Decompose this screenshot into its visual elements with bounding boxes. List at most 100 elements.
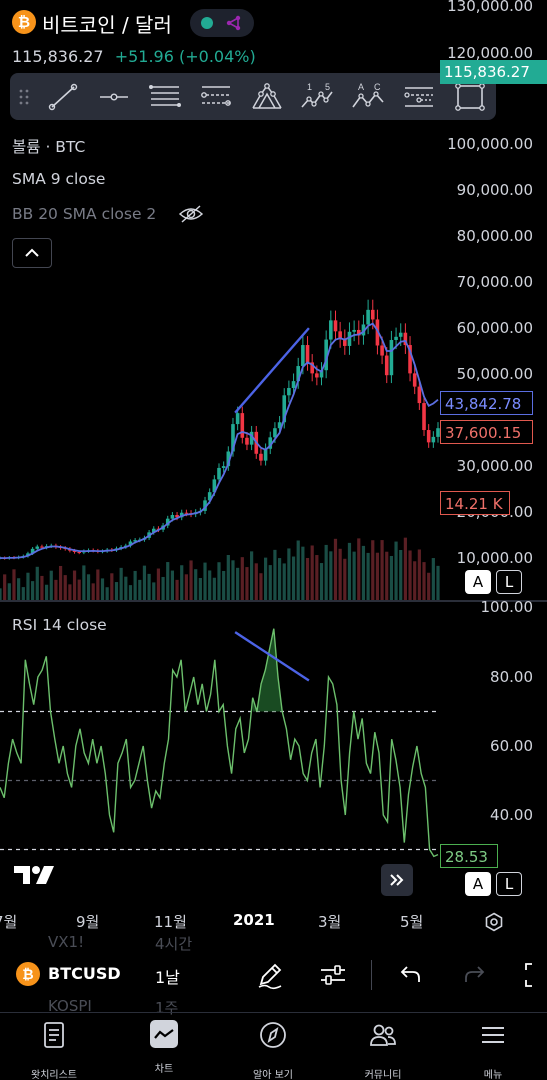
volume-legend[interactable]: 볼륨 · BTC [12, 138, 86, 156]
volume-value-tag: 14.21 K [440, 491, 510, 515]
nav-chart[interactable]: 차트 [124, 1018, 204, 1078]
candle-body [170, 515, 175, 519]
nav-label: 왓치리스트 [31, 1070, 77, 1080]
market-status-pill[interactable] [190, 9, 254, 37]
candle-body [375, 319, 380, 346]
volume-bar [319, 563, 324, 600]
candle-body [356, 329, 361, 336]
last-close-tag: 37,600.15 [440, 420, 533, 444]
volume-bar [236, 567, 240, 600]
nav-watchlist[interactable]: 왓치리스트 [14, 1018, 94, 1080]
volume-bar [7, 583, 11, 600]
interval-selector[interactable]: 1날 [155, 968, 180, 987]
volume-bar [333, 538, 338, 600]
volume-bar [114, 582, 119, 600]
nav-menu[interactable]: 메뉴 [453, 1018, 533, 1080]
volume-bar [408, 550, 412, 600]
volume-bar [338, 548, 342, 600]
parallel-channel-tool-icon[interactable] [140, 73, 191, 120]
redo-icon[interactable] [460, 960, 490, 990]
price-tick: 80,000.00 [456, 227, 533, 245]
rsi-divergence-line [234, 631, 310, 682]
pitchfork-tool-icon[interactable] [241, 73, 292, 120]
fib-retracement-tool-icon[interactable] [190, 73, 241, 120]
nav-label: 메뉴 [483, 1070, 503, 1080]
rsi-legend[interactable]: RSI 14 close [12, 616, 107, 634]
wave-label-1: 1 [307, 82, 312, 92]
volume-bar [436, 565, 440, 600]
nav-label: 차트 [154, 1064, 174, 1075]
undo-icon[interactable] [395, 960, 425, 990]
rsi-line [0, 628, 439, 858]
symbol-title[interactable]: 비트코인 / 달러 [42, 13, 172, 37]
volume-bar [82, 565, 86, 600]
candle-body [352, 329, 356, 332]
drag-handle-icon[interactable] [10, 73, 38, 120]
collapse-legend-button[interactable] [12, 238, 52, 268]
candle-body [329, 320, 333, 340]
volume-bar [263, 557, 268, 600]
rsi-tick: 100.00 [480, 598, 534, 616]
scroll-to-realtime-button[interactable] [381, 864, 413, 896]
candle-body [338, 331, 342, 339]
pane-divider[interactable] [0, 600, 547, 602]
candle-body [296, 366, 301, 382]
volume-bar [194, 569, 198, 600]
chart-canvas[interactable] [0, 0, 547, 940]
volume-bar [273, 549, 277, 600]
candle-body [380, 345, 384, 356]
menu-icon [482, 1027, 504, 1043]
volume-bar [250, 551, 254, 600]
candle-body [343, 338, 347, 346]
volume-bar [403, 537, 407, 600]
drawing-pen-icon[interactable] [255, 960, 285, 990]
rsi-overbought-fill [252, 628, 291, 712]
candle-body [133, 540, 137, 542]
bb-legend[interactable]: BB 20 SMA close 2 [12, 205, 157, 223]
candle-body [412, 373, 417, 387]
fullscreen-icon[interactable] [520, 960, 547, 990]
log-scale-button[interactable]: L [496, 570, 522, 594]
last-price: 115,836.27 [12, 47, 104, 66]
horizontal-ray-tool-icon[interactable] [89, 73, 140, 120]
candle-body [259, 453, 263, 461]
eye-hidden-icon[interactable] [178, 204, 204, 224]
sma-legend[interactable]: SMA 9 close [12, 170, 106, 188]
volume-bar [268, 565, 272, 600]
gann-box-tool-icon[interactable] [394, 73, 445, 120]
nav-explore[interactable]: 알아 보기 [233, 1018, 313, 1080]
volume-bar [394, 541, 398, 600]
volume-bar [282, 563, 286, 600]
volume-bar [301, 546, 305, 600]
candle-body [403, 332, 408, 346]
candle-body [384, 355, 389, 376]
candle-body [30, 548, 35, 554]
candle-body [305, 345, 310, 363]
candle-body [175, 515, 179, 518]
volume-bar [347, 542, 352, 600]
volume-bar [385, 551, 389, 600]
candle-body [361, 324, 366, 336]
candle-body [301, 345, 305, 367]
trend-line-tool-icon[interactable] [38, 73, 89, 120]
rsi-auto-scale-button[interactable]: A [465, 872, 491, 896]
symbol-selector[interactable]: BTCUSD [48, 964, 121, 983]
auto-scale-button[interactable]: A [465, 570, 491, 594]
candle-body [240, 413, 245, 438]
indicators-sliders-icon[interactable] [318, 960, 348, 990]
candle-body [203, 500, 207, 511]
chart-settings-icon[interactable] [484, 912, 504, 932]
volume-bar [422, 562, 426, 600]
volume-bar [124, 576, 128, 600]
time-label: 5월 [400, 913, 424, 931]
nav-community[interactable]: 커뮤니티 [343, 1018, 423, 1080]
rsi-log-scale-button[interactable]: L [496, 872, 522, 896]
price-tick: 120,000.00 [447, 44, 533, 62]
volume-bar [49, 570, 53, 600]
volume-bar [208, 570, 212, 600]
tradingview-logo-icon[interactable] [14, 862, 60, 886]
candle-body [324, 339, 328, 371]
